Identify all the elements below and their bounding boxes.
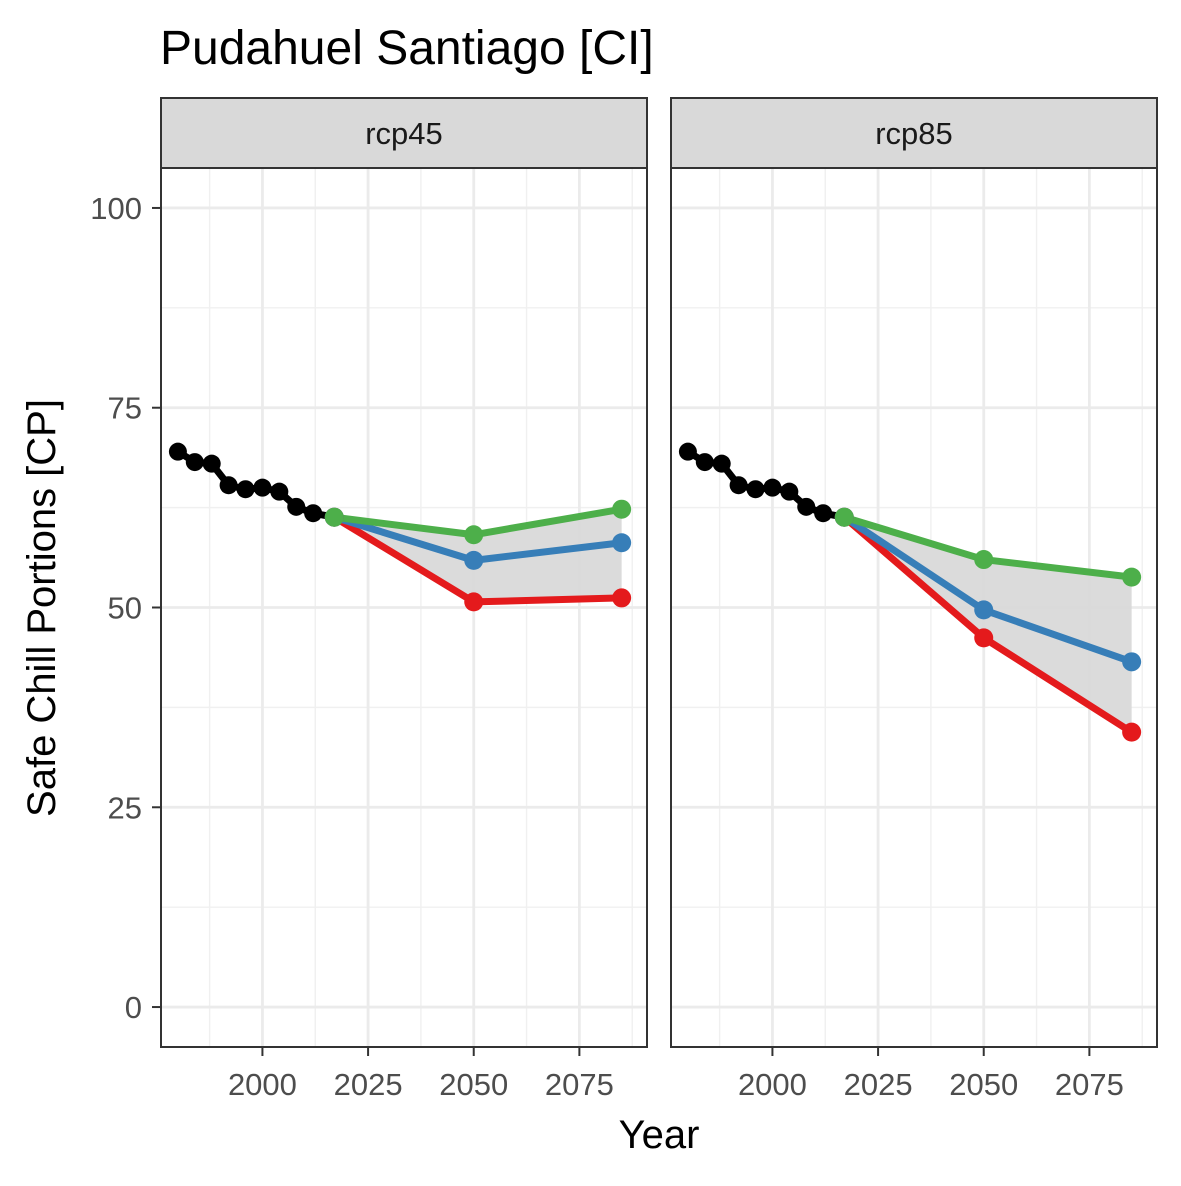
series-point-high [1122, 567, 1142, 587]
historic-point [202, 454, 221, 473]
series-point-low [612, 588, 632, 608]
historic-point [236, 480, 255, 499]
series-point-high [464, 525, 484, 545]
y-tick-label: 100 [90, 191, 142, 226]
facet-panels: 0 25 50 75 100 rcp45 2000 2025 2050 2075 rcp85 2000… [90, 97, 1158, 1102]
historic-point [729, 476, 748, 495]
panel-border [670, 167, 1158, 1048]
series-point-high [324, 507, 344, 527]
historic-point [695, 453, 714, 472]
y-tick-label: 50 [108, 591, 142, 626]
historic-point [746, 480, 765, 499]
chart-title: Pudahuel Santiago [CI] [160, 22, 654, 75]
historic-point [712, 454, 731, 473]
historic-point [185, 453, 204, 472]
x-tick-label: 2075 [545, 1067, 614, 1102]
series-point-high [612, 499, 632, 519]
y-tick-label: 75 [108, 391, 142, 426]
historic-point [219, 476, 238, 495]
y-axis-title: Safe Chill Portions [CP] [20, 399, 64, 817]
historic-point [814, 504, 833, 523]
historic-point [678, 442, 697, 461]
series-point-low [1122, 722, 1142, 742]
x-axis-title: Year [619, 1113, 700, 1157]
x-tick-label: 2050 [439, 1067, 508, 1102]
facet-strip [160, 97, 648, 169]
series-point-low [974, 628, 994, 648]
facet-strip-label: rcp85 [875, 116, 953, 151]
historic-point [780, 482, 799, 501]
series-point-median [1122, 652, 1142, 672]
series-point-high [974, 550, 994, 570]
panel-rcp85: rcp85 2000 2025 2050 2075 [670, 97, 1158, 1102]
facet-strip-label: rcp45 [365, 116, 443, 151]
x-tick-label: 2075 [1055, 1067, 1124, 1102]
x-tick-label: 2000 [738, 1067, 807, 1102]
historic-point [270, 482, 289, 501]
historic-point [763, 478, 782, 497]
historic-point [287, 497, 306, 516]
series-point-median [974, 600, 994, 620]
series-point-median [464, 550, 484, 570]
y-tick-label: 0 [125, 990, 142, 1025]
historic-point [797, 497, 816, 516]
x-tick-label: 2050 [949, 1067, 1018, 1102]
historic-point [304, 504, 323, 523]
x-tick-label: 2025 [844, 1067, 913, 1102]
panel-rcp45: rcp45 2000 2025 2050 2075 [160, 97, 648, 1102]
x-tick-label: 2000 [228, 1067, 297, 1102]
series-point-median [612, 533, 632, 553]
panel-border [160, 167, 648, 1048]
x-tick-label: 2025 [334, 1067, 403, 1102]
historic-point [253, 478, 272, 497]
series-point-high [834, 507, 854, 527]
facet-strip [670, 97, 1158, 169]
historic-point [168, 442, 187, 461]
series-point-low [464, 592, 484, 612]
y-tick-label: 25 [108, 790, 142, 825]
